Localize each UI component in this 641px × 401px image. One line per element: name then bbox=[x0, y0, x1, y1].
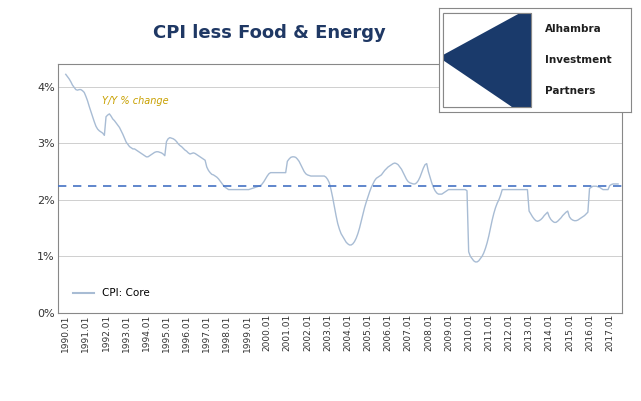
Polygon shape bbox=[474, 13, 531, 107]
FancyBboxPatch shape bbox=[443, 13, 531, 107]
Legend: CPI: Core: CPI: Core bbox=[69, 284, 154, 303]
Text: Alhambra: Alhambra bbox=[545, 24, 602, 34]
Text: CPI less Food & Energy: CPI less Food & Energy bbox=[153, 24, 386, 42]
Bar bbox=[443, 13, 531, 107]
Text: Partners: Partners bbox=[545, 87, 595, 96]
Polygon shape bbox=[443, 60, 512, 107]
Polygon shape bbox=[443, 13, 520, 55]
Text: Y/Y % change: Y/Y % change bbox=[102, 96, 169, 106]
Text: Investment: Investment bbox=[545, 55, 612, 65]
